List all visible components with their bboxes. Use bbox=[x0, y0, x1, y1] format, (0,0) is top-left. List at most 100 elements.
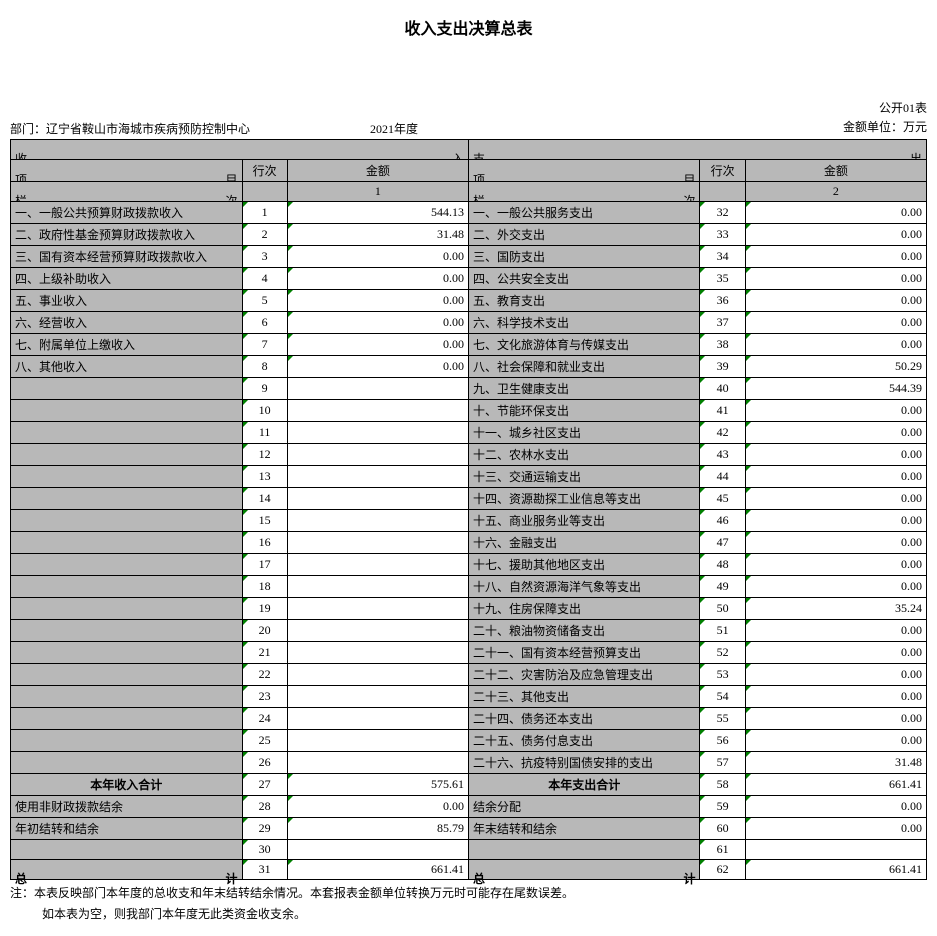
expense-label: 二十四、债务还本支出 bbox=[468, 708, 700, 730]
expense-amount: 0.00 bbox=[745, 268, 926, 290]
expense-amount: 0.00 bbox=[745, 730, 926, 752]
income-label: 六、经营收入 bbox=[11, 312, 243, 334]
income-amount: 544.13 bbox=[287, 202, 468, 224]
table-row: 20二十、粮油物资储备支出510.00 bbox=[11, 620, 927, 642]
expense-label: 年末结转和结余 bbox=[468, 818, 700, 840]
income-amount bbox=[287, 422, 468, 444]
income-amount bbox=[287, 488, 468, 510]
income-label bbox=[11, 488, 243, 510]
expense-row-num: 52 bbox=[700, 642, 745, 664]
expense-row-num: 43 bbox=[700, 444, 745, 466]
expense-amount: 0.00 bbox=[745, 576, 926, 598]
expense-label: 十九、住房保障支出 bbox=[468, 598, 700, 620]
expense-label: 结余分配 bbox=[468, 796, 700, 818]
expense-amount: 0.00 bbox=[745, 796, 926, 818]
blank bbox=[700, 182, 745, 202]
table-row: 18十八、自然资源海洋气象等支出490.00 bbox=[11, 576, 927, 598]
table-no: 公开01表 bbox=[843, 99, 927, 116]
expense-total-label: 总 计 bbox=[468, 860, 700, 880]
income-label bbox=[11, 466, 243, 488]
table-row: 10十、节能环保支出410.00 bbox=[11, 400, 927, 422]
table-row: 年初结转和结余2985.79年末结转和结余600.00 bbox=[11, 818, 927, 840]
expense-amount: 0.00 bbox=[745, 466, 926, 488]
expense-row-num: 56 bbox=[700, 730, 745, 752]
income-row-num: 21 bbox=[242, 642, 287, 664]
expense-amount: 31.48 bbox=[745, 752, 926, 774]
income-amount bbox=[287, 400, 468, 422]
expense-row-num: 42 bbox=[700, 422, 745, 444]
expense-label: 二、外交支出 bbox=[468, 224, 700, 246]
expense-label: 十一、城乡社区支出 bbox=[468, 422, 700, 444]
income-subtotal-row: 27 bbox=[242, 774, 287, 796]
amount-header-right: 金额 bbox=[745, 160, 926, 182]
expense-label: 一、一般公共服务支出 bbox=[468, 202, 700, 224]
expense-amount: 0.00 bbox=[745, 532, 926, 554]
income-label bbox=[11, 620, 243, 642]
table-row: 五、事业收入50.00五、教育支出360.00 bbox=[11, 290, 927, 312]
table-row: 13十三、交通运输支出440.00 bbox=[11, 466, 927, 488]
col1-label: 1 bbox=[287, 182, 468, 202]
expense-amount: 0.00 bbox=[745, 202, 926, 224]
notes: 注：本表反映部门本年度的总收支和年末结转结余情况。本套报表金额单位转换万元时可能… bbox=[10, 884, 927, 924]
budget-table: 收 入 支 出 项 目 行次 金额 项 目 行次 金额 栏 次 1 栏 次 bbox=[10, 139, 927, 880]
income-row-num: 28 bbox=[242, 796, 287, 818]
row-header-left: 行次 bbox=[242, 160, 287, 182]
income-row-num: 2 bbox=[242, 224, 287, 246]
table-row: 四、上级补助收入40.00四、公共安全支出350.00 bbox=[11, 268, 927, 290]
column-header-row: 项 目 行次 金额 项 目 行次 金额 bbox=[11, 160, 927, 182]
income-row-num: 9 bbox=[242, 378, 287, 400]
income-amount: 0.00 bbox=[287, 268, 468, 290]
item-header-left: 项 目 bbox=[11, 160, 243, 182]
table-row: 21二十一、国有资本经营预算支出520.00 bbox=[11, 642, 927, 664]
income-amount bbox=[287, 686, 468, 708]
table-row: 二、政府性基金预算财政拨款收入231.48二、外交支出330.00 bbox=[11, 224, 927, 246]
table-row: 三、国有资本经营预算财政拨款收入30.00三、国防支出340.00 bbox=[11, 246, 927, 268]
income-label: 年初结转和结余 bbox=[11, 818, 243, 840]
expense-label: 十六、金融支出 bbox=[468, 532, 700, 554]
expense-row-num: 35 bbox=[700, 268, 745, 290]
expense-row-num: 60 bbox=[700, 818, 745, 840]
income-row-num: 5 bbox=[242, 290, 287, 312]
expense-amount: 0.00 bbox=[745, 444, 926, 466]
income-amount bbox=[287, 510, 468, 532]
income-label bbox=[11, 598, 243, 620]
expense-label: 四、公共安全支出 bbox=[468, 268, 700, 290]
income-row-num: 26 bbox=[242, 752, 287, 774]
expense-row-num: 48 bbox=[700, 554, 745, 576]
expense-row-num: 39 bbox=[700, 356, 745, 378]
table-row: 一、一般公共预算财政拨款收入1544.13一、一般公共服务支出320.00 bbox=[11, 202, 927, 224]
income-label bbox=[11, 400, 243, 422]
expense-label: 十七、援助其他地区支出 bbox=[468, 554, 700, 576]
expense-total-row: 62 bbox=[700, 860, 745, 880]
expense-row-num: 61 bbox=[700, 840, 745, 860]
expense-amount: 0.00 bbox=[745, 246, 926, 268]
note-line2: 如本表为空，则我部门本年度无此类资金收支余。 bbox=[10, 905, 927, 924]
income-row-num: 14 bbox=[242, 488, 287, 510]
income-label bbox=[11, 576, 243, 598]
expense-row-num: 36 bbox=[700, 290, 745, 312]
expense-amount: 0.00 bbox=[745, 554, 926, 576]
income-amount bbox=[287, 642, 468, 664]
income-label bbox=[11, 510, 243, 532]
col-label-right: 栏 次 bbox=[468, 182, 700, 202]
table-row: 25二十五、债务付息支出560.00 bbox=[11, 730, 927, 752]
income-total-row: 31 bbox=[242, 860, 287, 880]
income-label: 八、其他收入 bbox=[11, 356, 243, 378]
income-amount: 0.00 bbox=[287, 356, 468, 378]
expense-subtotal-amount: 661.41 bbox=[745, 774, 926, 796]
income-label: 五、事业收入 bbox=[11, 290, 243, 312]
income-label bbox=[11, 730, 243, 752]
income-row-num: 3 bbox=[242, 246, 287, 268]
income-total-label: 总 计 bbox=[11, 860, 243, 880]
expense-row-num: 46 bbox=[700, 510, 745, 532]
table-row: 11十一、城乡社区支出420.00 bbox=[11, 422, 927, 444]
expense-amount: 0.00 bbox=[745, 312, 926, 334]
income-amount: 0.00 bbox=[287, 312, 468, 334]
expense-row-num: 44 bbox=[700, 466, 745, 488]
income-row-num: 20 bbox=[242, 620, 287, 642]
expense-total-amount: 661.41 bbox=[745, 860, 926, 880]
expense-row-num: 33 bbox=[700, 224, 745, 246]
expense-subtotal-row: 58 bbox=[700, 774, 745, 796]
expense-label: 十四、资源勘探工业信息等支出 bbox=[468, 488, 700, 510]
amount-header-left: 金额 bbox=[287, 160, 468, 182]
